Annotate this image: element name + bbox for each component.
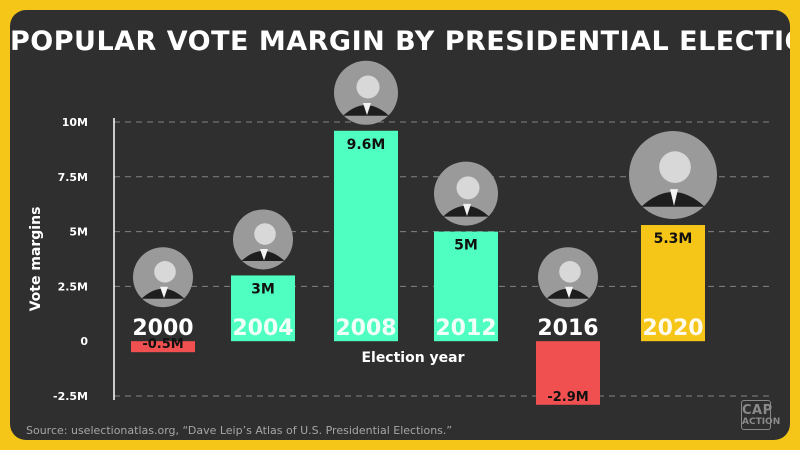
year-label: 2012 — [435, 316, 496, 341]
year-label: 2016 — [537, 316, 598, 341]
portrait-collar — [260, 249, 268, 261]
year-label: 2008 — [335, 316, 396, 341]
bar-chart: -2.5M 0 2.5M 5M 7.5M 10M Vote margins Election … — [28, 60, 770, 405]
portrait-collar — [463, 203, 471, 216]
year-label: 2000 — [132, 316, 193, 341]
candidate-portrait — [133, 247, 193, 308]
logo-line-1: CAP — [742, 403, 773, 418]
value-label: -2.9M — [547, 390, 588, 405]
y-tick-label: 2.5M — [58, 280, 88, 293]
x-axis-title: Election year — [361, 350, 464, 366]
chart-panel: POPULAR VOTE MARGIN BY PRESIDENTIAL ELEC… — [10, 10, 790, 440]
y-tick-label: -2.5M — [53, 390, 88, 403]
chart-title: POPULAR VOTE MARGIN BY PRESIDENTIAL ELEC… — [10, 26, 790, 57]
y-tick-label: 0 — [80, 335, 88, 348]
portrait-collar — [670, 189, 678, 206]
year-label: 2020 — [642, 316, 703, 341]
portrait-head — [154, 261, 176, 283]
y-axis-title: Vote margins — [28, 207, 44, 312]
source-note: Source: uselectionatlas.org, “Dave Leip’… — [26, 424, 453, 437]
y-tick-label: 10M — [62, 116, 88, 129]
portrait-head — [356, 75, 380, 99]
portrait-head — [659, 151, 691, 183]
bar-2008 — [334, 130, 398, 342]
candidate-portrait — [538, 247, 598, 308]
value-label: -0.5M — [142, 337, 183, 352]
year-label: 2004 — [232, 316, 293, 341]
cap-action-logo: CAP ACTION — [741, 400, 780, 430]
portrait-collar — [565, 286, 573, 299]
portrait-collar — [363, 103, 371, 116]
y-tick-label: 5M — [69, 226, 88, 239]
logo-line-2: ACTION — [742, 416, 781, 427]
candidate-portrait — [434, 161, 498, 226]
portrait-head — [559, 261, 581, 283]
bar-2020 — [641, 225, 705, 342]
candidate-portrait — [233, 209, 293, 270]
y-tick-label: 7.5M — [58, 171, 88, 184]
portrait-collar — [160, 286, 168, 299]
value-label: 5.3M — [654, 231, 693, 247]
value-label: 3M — [251, 281, 275, 297]
bar-2000 — [131, 341, 195, 353]
bar-2016 — [536, 341, 600, 405]
bar-2004 — [231, 275, 295, 342]
value-label: 9.6M — [347, 137, 386, 153]
value-label: 5M — [454, 238, 478, 254]
candidate-portrait — [629, 131, 717, 220]
candidate-portrait — [334, 60, 398, 125]
portrait-head — [254, 223, 276, 245]
bar-2012 — [434, 231, 498, 342]
portrait-head — [456, 176, 480, 200]
